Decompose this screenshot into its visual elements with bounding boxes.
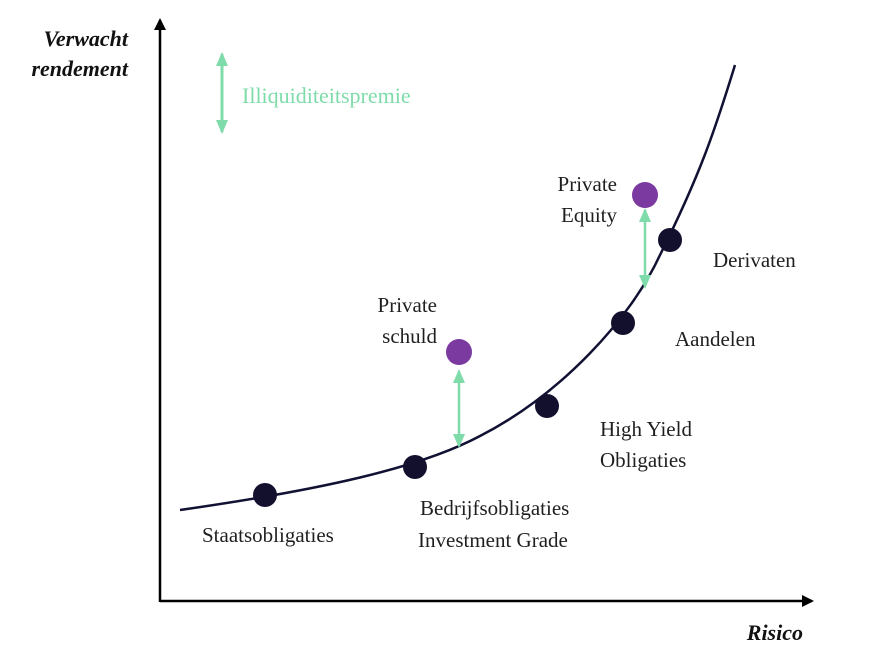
x-axis-title: Risico [746, 620, 803, 645]
label-high-yield-line2: Obligaties [600, 448, 686, 472]
label-staatsobligaties: Staatsobligaties [202, 523, 334, 547]
label-high-yield: High Yield [600, 417, 692, 441]
dot-staatsobligaties [253, 483, 277, 507]
label-private-schuld: Private [378, 293, 437, 317]
dot-private-schuld [446, 339, 472, 365]
label-bedrijfsobligaties-line2: Investment Grade [418, 528, 568, 552]
label-aandelen: Aandelen [675, 327, 756, 351]
y-axis-title: Verwacht [44, 26, 129, 51]
y-axis-title-line2: rendement [31, 56, 128, 81]
dot-bedrijfsobligaties [403, 455, 427, 479]
label-private-schuld-line2: schuld [382, 324, 437, 348]
label-private-equity: Private [558, 172, 617, 196]
dot-private-equity [632, 182, 658, 208]
dot-derivaten [658, 228, 682, 252]
label-private-equity-line2: Equity [561, 203, 617, 227]
risk-return-curve [179, 64, 737, 512]
dot-aandelen [611, 311, 635, 335]
dot-high-yield [535, 394, 559, 418]
illiquidity-premium-legend-label: Illiquiditeitspremie [242, 83, 411, 108]
label-bedrijfsobligaties: Bedrijfsobligaties [420, 496, 569, 520]
label-derivaten: Derivaten [713, 248, 796, 272]
